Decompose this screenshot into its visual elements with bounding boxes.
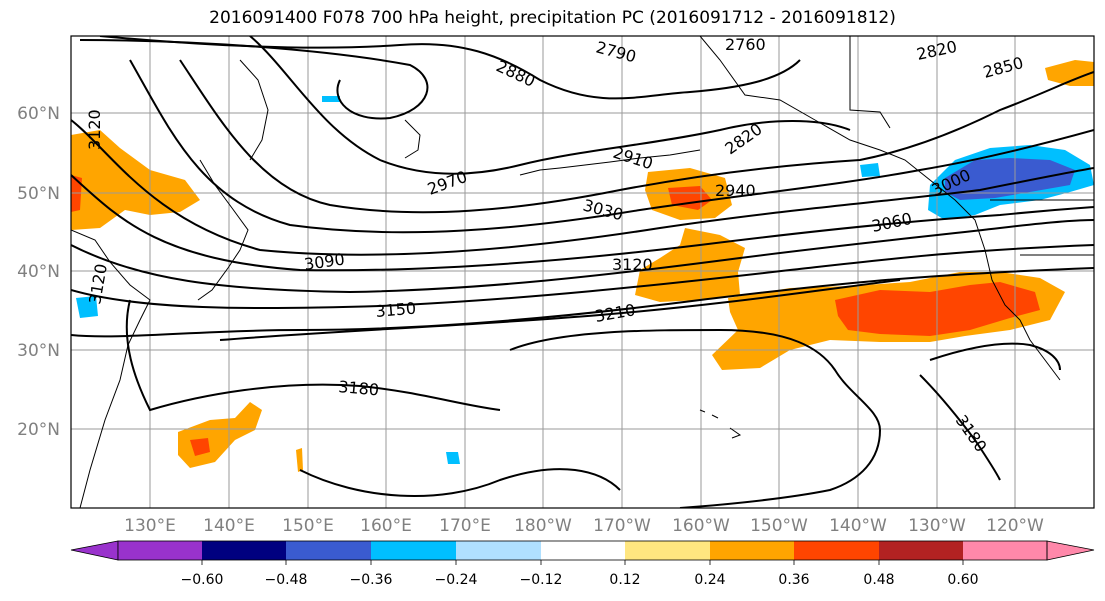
precip-negative-area [322, 96, 340, 102]
colorbar-bin [118, 541, 202, 560]
colorbar-tick-label: 0.24 [694, 572, 725, 588]
coastlines [71, 36, 1094, 508]
colorbar-bin [794, 541, 879, 560]
latitude-labels: 60°N 50°N 40°N 30°N 20°N [17, 104, 60, 440]
contour-label: 3180 [338, 377, 380, 399]
colorbar-tick-label: −0.36 [350, 572, 393, 588]
colorbar-tick-label: 0.12 [609, 572, 640, 588]
precip-negative-area [446, 452, 460, 464]
colorbar-bin [625, 541, 710, 560]
contour-label: 3120 [612, 255, 653, 274]
colorbar-bin [541, 541, 625, 560]
map-title: 2016091400 F078 700 hPa height, precipit… [209, 8, 896, 28]
lon-label: 160°E [360, 516, 412, 536]
precip-negative-area [76, 296, 98, 318]
precip-strong-positive-area [190, 438, 210, 456]
colorbar-bin [710, 541, 794, 560]
precip-positive-area [1045, 60, 1094, 86]
colorbar-extend-low [70, 540, 119, 561]
colorbar-bin [202, 541, 286, 560]
colorbar-frame [117, 540, 1048, 561]
colorbar-tick-label: 0.60 [947, 572, 978, 588]
lon-label: 140°E [203, 516, 255, 536]
lon-label: 160°W [672, 516, 730, 536]
colorbar-tick-label: −0.60 [181, 572, 224, 588]
contour-label: 3120 [85, 109, 104, 150]
map-panel: 2790 2760 2820 2850 2880 2820 2910 2940 … [71, 35, 1094, 508]
colorbar-bin [456, 541, 541, 560]
lon-label: 130°W [908, 516, 966, 536]
colorbar-extend-high [1046, 540, 1095, 561]
lon-label: 120°W [986, 516, 1044, 536]
lon-label: 170°E [439, 516, 491, 536]
map-frame [70, 35, 1095, 509]
precip-positive-area [296, 448, 303, 472]
gridlines [71, 36, 1094, 508]
lat-label: 60°N [17, 104, 60, 124]
lon-label: 130°E [124, 516, 176, 536]
colorbar-bin [963, 541, 1047, 560]
lat-label: 30°N [17, 341, 60, 361]
contour-label: 3150 [375, 299, 417, 321]
lat-label: 40°N [17, 262, 60, 282]
lon-label: 140°W [829, 516, 887, 536]
lon-label: 180°W [514, 516, 572, 536]
colorbar-tick-label: −0.12 [520, 572, 563, 588]
longitude-labels: 130°E 140°E 150°E 160°E 170°E 180°W 170°… [124, 516, 1044, 536]
colorbar: −0.60 −0.48 −0.36 −0.24 −0.12 0.12 0.24 … [70, 540, 1095, 588]
lat-label: 20°N [17, 420, 60, 440]
colorbar-tick-label: 0.48 [863, 572, 894, 588]
contour-label: 2760 [725, 35, 766, 54]
precip-negative-area [860, 163, 880, 177]
colorbar-tick-label: −0.48 [265, 572, 308, 588]
colorbar-bin [371, 541, 456, 560]
height-contours [71, 36, 1094, 508]
lon-label: 170°W [593, 516, 651, 536]
contour-label: 2940 [715, 181, 756, 200]
lon-label: 150°W [750, 516, 808, 536]
colorbar-tick-label: −0.24 [435, 572, 478, 588]
lat-label: 50°N [17, 184, 60, 204]
lon-label: 150°E [282, 516, 334, 536]
colorbar-bin [286, 541, 371, 560]
colorbar-tick-label: 0.36 [778, 572, 809, 588]
colorbar-bin [879, 541, 963, 560]
